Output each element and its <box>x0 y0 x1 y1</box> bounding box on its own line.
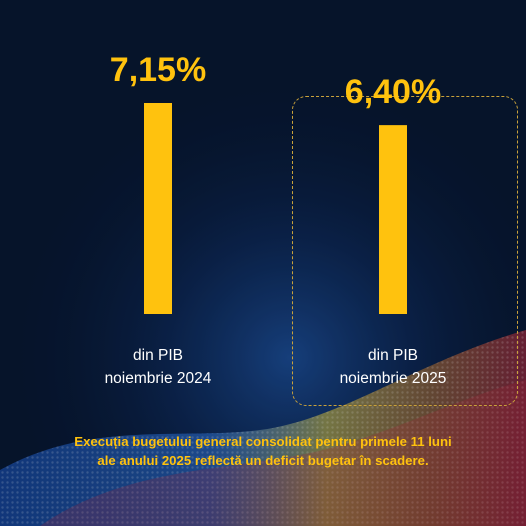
value-label-2: 6,40% <box>345 73 441 111</box>
caption-line-1: Execuția bugetului general consolidat pe… <box>74 434 452 449</box>
caption: Execuția bugetului general consolidat pe… <box>12 432 514 470</box>
category-label-2-line-1: din PIB <box>368 347 418 364</box>
category-label-1-line-2: noiembrie 2024 <box>105 370 212 387</box>
category-label-2-line-2: noiembrie 2025 <box>340 370 447 387</box>
category-label-1-line-1: din PIB <box>133 347 183 364</box>
highlight-box-2025 <box>292 96 518 406</box>
value-label-1: 7,15% <box>110 51 206 89</box>
caption-line-2: ale anului 2025 reflectă un deficit buge… <box>97 453 429 468</box>
bar-1 <box>144 103 172 314</box>
bar-2 <box>379 125 407 314</box>
